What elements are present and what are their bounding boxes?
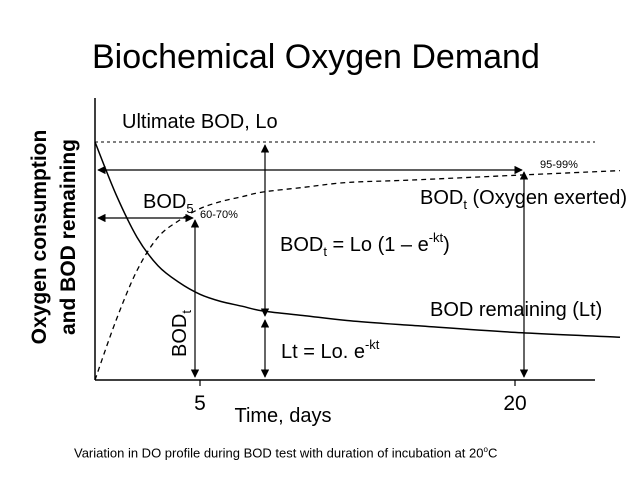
slide-title: Biochemical Oxygen Demand (92, 38, 540, 76)
series-line-bod-exerted (94, 169, 621, 381)
figure-caption: Variation in DO profile during BOD test … (74, 445, 497, 460)
x-tick-label-5: 5 (194, 392, 206, 415)
series-line-bod-remaining (94, 141, 621, 338)
bodt-vertical-label: BODt (169, 310, 194, 357)
caption-unit: C (487, 445, 498, 461)
caption-degree: o (483, 445, 488, 454)
y-axis-label-line2: and BOD remaining (57, 139, 80, 335)
bod-remaining-label: BOD remaining (Lt) (430, 299, 602, 321)
x-axis-label: Time, days (234, 405, 331, 427)
bodt-formula: BODt = Lo (1 – e-kt) (280, 230, 450, 259)
pct-60-70-label: 60-70% (200, 209, 238, 221)
pct-95-99-label: 95-99% (540, 159, 578, 171)
ultimate-bod-label: Ultimate BOD, Lo (122, 111, 278, 133)
bodt-exerted-label: BODt (Oxygen exerted) (420, 187, 627, 212)
x-tick-layer: 5 20 (194, 380, 527, 415)
caption-text: Variation in DO profile during BOD test … (74, 445, 484, 461)
x-tick-label-20: 20 (503, 392, 526, 415)
series-layer (94, 141, 621, 381)
lt-formula: Lt = Lo. e-kt (281, 337, 380, 363)
y-axis-label-line1: Oxygen consumption (28, 130, 51, 345)
bod5-label: BOD5 (143, 191, 194, 216)
